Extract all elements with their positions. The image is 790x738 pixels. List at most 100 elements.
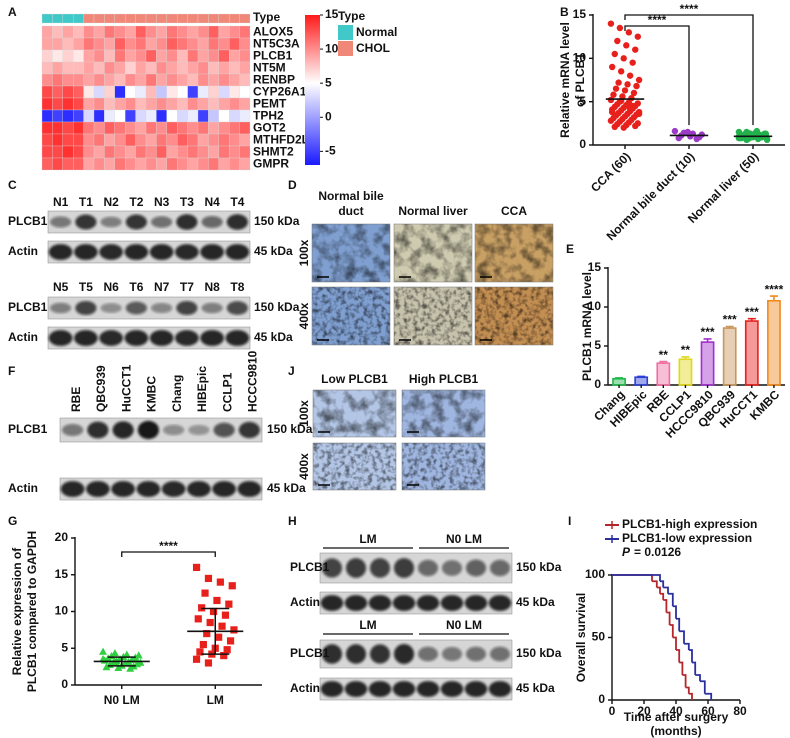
row-label: CYP26A1 xyxy=(253,85,307,99)
band-label: Actin xyxy=(290,595,320,609)
heat-cell xyxy=(52,25,63,39)
y-tick-label: 5 xyxy=(594,338,601,352)
heat-cell xyxy=(104,37,115,51)
group-label: N0 LM xyxy=(446,532,482,546)
blot-strip xyxy=(47,296,251,320)
heat-cell xyxy=(83,97,95,111)
type-cell xyxy=(52,13,63,24)
heat-cell xyxy=(239,97,251,111)
error-bar xyxy=(201,607,230,655)
blot-band xyxy=(175,244,199,260)
y-tick-label: 20 xyxy=(55,530,69,544)
heat-cell xyxy=(208,133,219,147)
heat-cell xyxy=(93,97,105,111)
heat-cell xyxy=(125,121,136,135)
point xyxy=(611,50,618,58)
heat-cell xyxy=(187,61,199,75)
heat-cell xyxy=(239,133,251,147)
size-label: 45 kDa xyxy=(516,595,555,609)
blot-band xyxy=(75,214,97,230)
heat-cell xyxy=(62,85,74,99)
heat-cell xyxy=(239,25,251,39)
size-label: 150 kDa xyxy=(516,646,562,660)
heat-cell xyxy=(125,85,136,99)
colorbar xyxy=(305,15,320,165)
lane-label: QBC939 xyxy=(94,365,108,412)
lane-label: T5 xyxy=(79,280,93,294)
point xyxy=(609,63,616,71)
heat-cell xyxy=(62,97,74,111)
row-label: GMPR xyxy=(253,157,289,171)
blot-band xyxy=(212,481,236,497)
survival-step xyxy=(685,686,690,694)
blot-band xyxy=(136,481,161,497)
size-label: 45 kDa xyxy=(254,330,293,344)
ihc-frame xyxy=(311,223,391,283)
size-label: 150 kDa xyxy=(254,214,300,228)
ihc-frame xyxy=(401,389,486,438)
heat-cell xyxy=(135,49,147,63)
significance-bracket xyxy=(121,551,216,557)
x-tick-label: 40 xyxy=(669,704,683,718)
ihc-texture xyxy=(394,287,472,345)
panel-letter: D xyxy=(288,178,297,192)
heat-cell xyxy=(177,97,188,111)
heat-cell xyxy=(187,85,199,99)
heat-cell xyxy=(41,37,53,51)
heat-cell xyxy=(83,109,95,123)
blot-band xyxy=(465,559,487,577)
heat-cell xyxy=(156,145,167,159)
blot-band xyxy=(226,301,248,315)
heat-cell xyxy=(104,109,115,123)
heat-cell xyxy=(41,73,53,87)
heat-cell xyxy=(239,49,251,63)
heat-cell xyxy=(156,133,167,147)
heat-cell xyxy=(156,121,167,135)
heat-cell xyxy=(52,121,63,135)
y-tick-label: 10 xyxy=(573,51,587,65)
ihc-texture xyxy=(313,390,396,437)
point xyxy=(201,589,209,597)
row-label: NT5M xyxy=(253,61,286,75)
type-cell xyxy=(114,13,126,24)
heat-cell xyxy=(135,25,147,39)
survival-step xyxy=(672,636,677,650)
blot-band xyxy=(149,244,174,260)
band-label: Actin xyxy=(8,481,38,495)
heat-cell xyxy=(208,49,219,63)
point xyxy=(126,664,135,672)
heat-cell xyxy=(135,37,147,51)
x-tick-label: N0 LM xyxy=(104,693,140,707)
heat-cell xyxy=(239,109,251,123)
blot-band xyxy=(440,681,464,697)
size-label: 150 kDa xyxy=(267,422,313,436)
heat-cell xyxy=(83,25,95,39)
x-tick-label: 20 xyxy=(637,704,651,718)
blot-band xyxy=(369,644,391,664)
blot-band xyxy=(320,681,344,697)
heat-cell xyxy=(208,157,219,171)
heat-cell xyxy=(73,61,84,75)
point xyxy=(192,563,201,571)
heat-cell xyxy=(114,109,126,123)
heat-cell xyxy=(166,157,178,171)
row-label: 400x xyxy=(297,453,311,480)
heat-cell xyxy=(73,145,84,159)
blot-band xyxy=(48,330,73,346)
panel-letter: G xyxy=(8,514,17,528)
lane-label: N4 xyxy=(204,195,220,209)
error-bar xyxy=(659,360,668,364)
heat-cell xyxy=(93,25,105,39)
y-axis-label: of PLCB1 xyxy=(573,53,587,107)
heat-cell xyxy=(52,133,63,147)
blot-band xyxy=(226,214,248,230)
blot-band xyxy=(50,302,72,314)
heat-cell xyxy=(62,25,74,39)
type-cell xyxy=(145,13,157,24)
blot-band xyxy=(392,681,416,697)
panel-letter: I xyxy=(568,514,571,528)
point xyxy=(607,20,615,27)
heat-cell xyxy=(187,157,199,171)
bar xyxy=(634,376,649,386)
blot-band xyxy=(151,216,173,228)
